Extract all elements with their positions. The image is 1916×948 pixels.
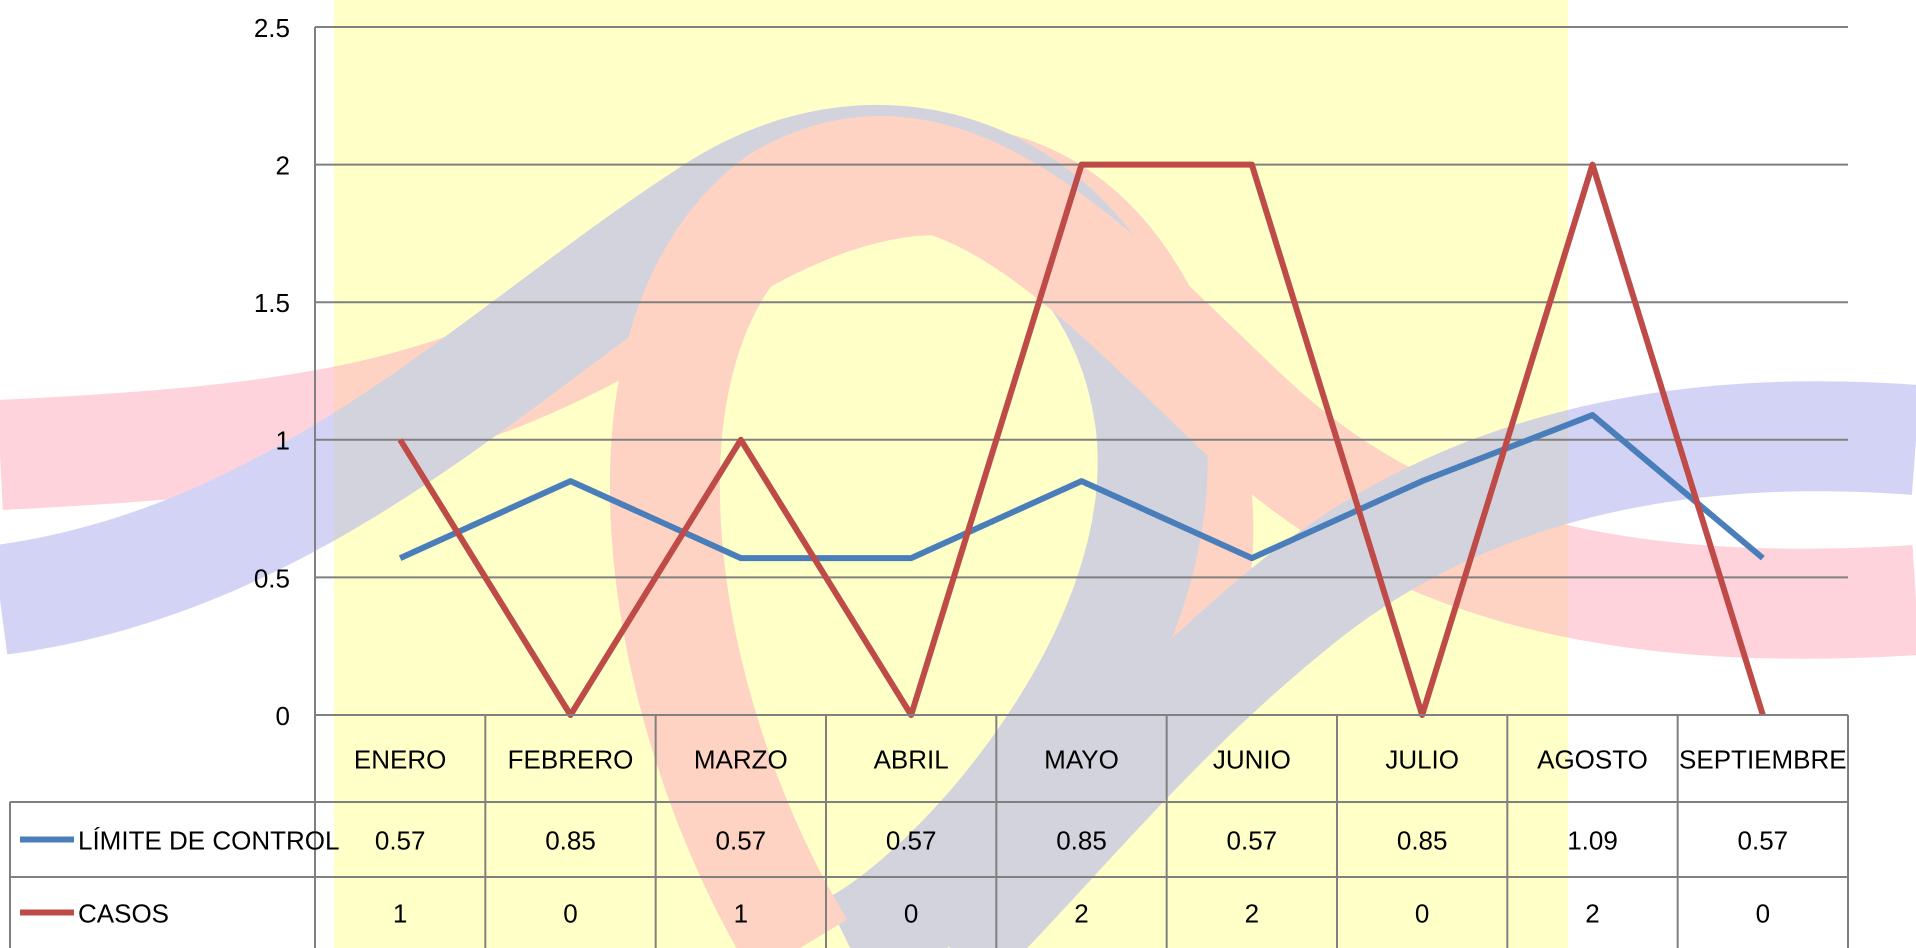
data-table-value: 1.09 (1567, 825, 1618, 855)
data-table-value: 2 (1074, 898, 1088, 928)
data-table-value: 0 (563, 898, 577, 928)
x-tick-label: ENERO (354, 744, 446, 774)
y-tick-label: 0.5 (254, 563, 290, 593)
data-table-value: 0.57 (716, 825, 767, 855)
y-tick-label: 2.5 (254, 13, 290, 43)
data-table-value: 0.57 (886, 825, 937, 855)
data-table-value: 0 (1756, 898, 1770, 928)
data-table-value: 0.85 (1056, 825, 1107, 855)
page: 0 0.5 1 1.5 2 2.5 ENERO FEBRERO MARZO ABRIL MAYO JU… (0, 0, 1916, 948)
data-table-value: 0 (1415, 898, 1429, 928)
data-table-value: 2 (1245, 898, 1259, 928)
x-tick-label: MAYO (1044, 744, 1119, 774)
y-tick-label: 1 (276, 426, 290, 456)
data-table-value: 0.57 (375, 825, 426, 855)
y-tick-label: 1.5 (254, 288, 290, 318)
data-table-value: 2 (1585, 898, 1599, 928)
data-table-value: 0.85 (545, 825, 596, 855)
x-tick-label: JULIO (1385, 744, 1459, 774)
y-tick-label: 0 (276, 701, 290, 731)
x-tick-label: FEBRERO (508, 744, 634, 774)
legend-label: LÍMITE DE CONTROL (78, 825, 339, 855)
data-table-value: 0.57 (1738, 825, 1789, 855)
x-tick-label: AGOSTO (1537, 744, 1648, 774)
legend-label: CASOS (78, 898, 169, 928)
x-tick-label: MARZO (694, 744, 788, 774)
data-table-value: 1 (393, 898, 407, 928)
x-tick-label: SEPTIEMBRE (1679, 744, 1847, 774)
chart: 0 0.5 1 1.5 2 2.5 ENERO FEBRERO MARZO ABRIL MAYO JU… (0, 0, 1916, 948)
data-table-value: 0.57 (1227, 825, 1278, 855)
data-table-value: 0 (904, 898, 918, 928)
x-tick-label: ABRIL (874, 744, 949, 774)
data-table-value: 0.85 (1397, 825, 1448, 855)
y-tick-label: 2 (276, 150, 290, 180)
x-tick-label: JUNIO (1213, 744, 1291, 774)
data-table-value: 1 (734, 898, 748, 928)
